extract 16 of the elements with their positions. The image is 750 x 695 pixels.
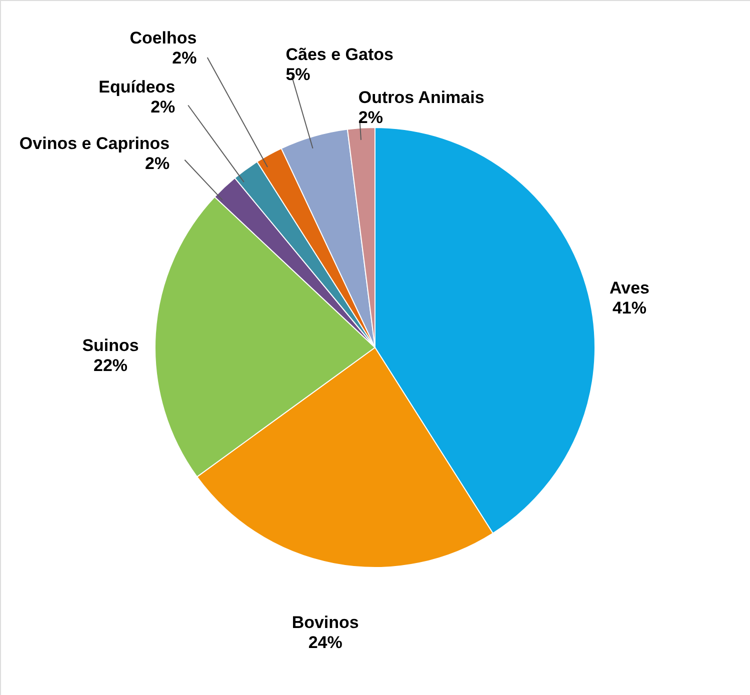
data-label: 2% — [150, 97, 176, 116]
data-label: 2% — [145, 154, 170, 173]
slice-label: Coelhos — [130, 28, 197, 48]
slice-label: Outros Animais — [358, 88, 484, 108]
slice-label: Bovinos — [292, 612, 359, 632]
data-label: 5% — [286, 65, 310, 84]
data-label: 2% — [172, 48, 197, 68]
slice-label: Equídeos — [98, 77, 176, 96]
data-label: 22% — [94, 356, 128, 375]
slice-label: Ovinos e Caprinos — [19, 134, 170, 153]
slice-label: Suinos — [82, 336, 139, 355]
slice-label: Cães e Gatos — [286, 45, 394, 64]
slice-label: Aves — [609, 278, 650, 298]
data-label: 41% — [612, 298, 646, 318]
data-label: 2% — [358, 108, 383, 128]
data-label: 24% — [308, 632, 342, 652]
